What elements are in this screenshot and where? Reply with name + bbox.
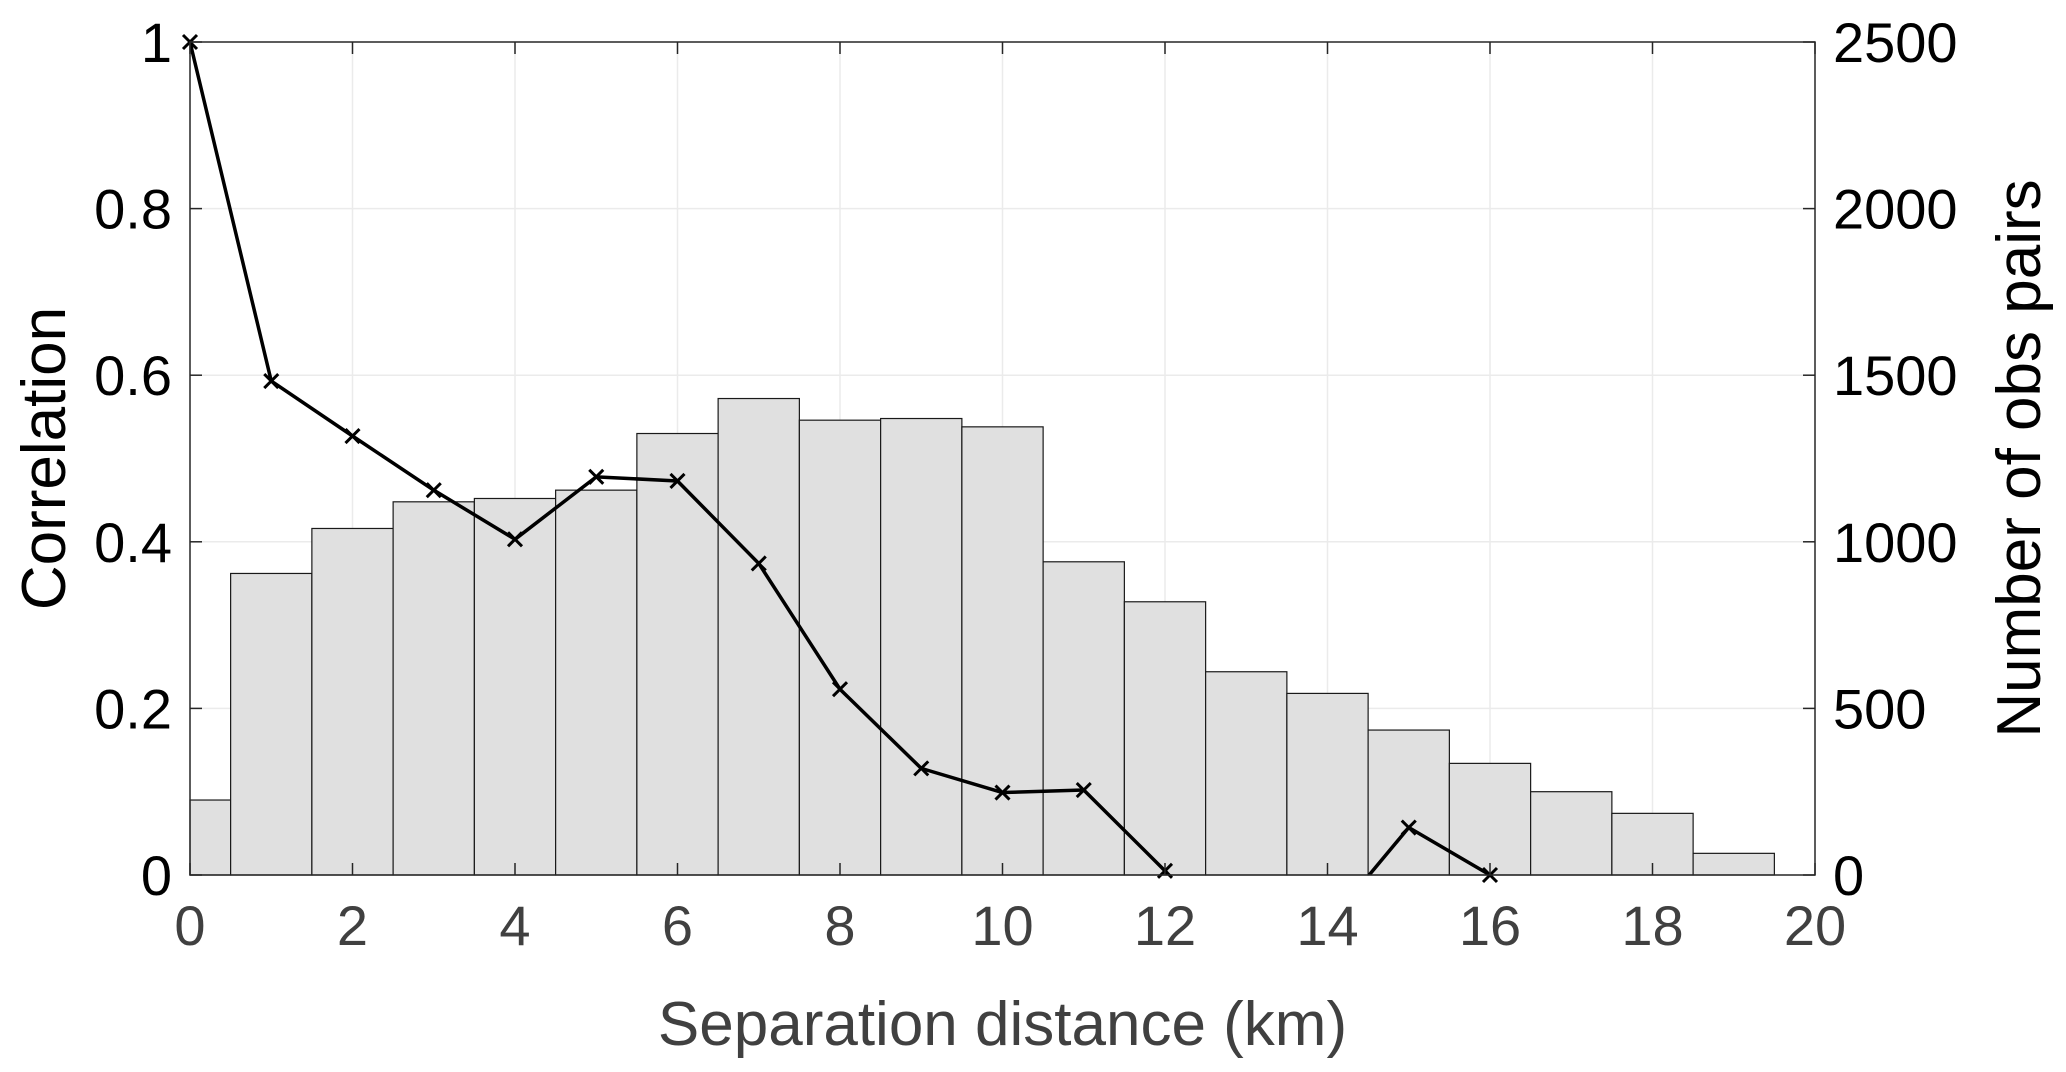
y-right-tick-label: 1500 — [1833, 344, 1958, 407]
correlation-point-marker — [588, 468, 605, 485]
correlation-point-marker — [1400, 819, 1417, 836]
histogram-bar — [1448, 762, 1532, 876]
y-axis-left-label: Correlation — [10, 307, 79, 610]
x-tick-label: 12 — [1134, 894, 1196, 957]
histogram-bar — [189, 799, 232, 876]
y-right-tick-label: 2000 — [1833, 178, 1958, 241]
histogram-bar — [311, 527, 394, 876]
y-right-tick-label: 2500 — [1833, 11, 1958, 74]
x-tick-label: 8 — [824, 894, 855, 957]
histogram-bar — [473, 497, 557, 876]
y-axis-right-label: Number of obs pairs — [1985, 179, 2054, 737]
x-tick-label: 16 — [1459, 894, 1521, 957]
histogram-bar — [1123, 601, 1207, 876]
x-tick-label: 10 — [971, 894, 1033, 957]
histogram-bar — [555, 489, 638, 876]
correlation-point-marker — [263, 372, 280, 390]
y-left-tick-label: 0.8 — [94, 178, 172, 241]
histogram-bar — [1286, 692, 1369, 876]
histogram-bar — [1042, 561, 1125, 876]
histogram-bar — [880, 417, 963, 876]
correlation-point-marker — [425, 482, 442, 499]
correlation-point-marker — [669, 472, 686, 490]
x-tick-label: 14 — [1296, 894, 1358, 957]
histogram-bar — [1530, 791, 1613, 876]
histogram-bar — [1692, 852, 1775, 876]
histogram-bar — [1367, 729, 1450, 876]
histogram-bar — [1205, 671, 1288, 876]
correlation-point-marker — [1075, 781, 1092, 799]
x-axis-label: Separation distance (km) — [658, 990, 1347, 1059]
correlation-point-marker — [506, 531, 524, 548]
x-tick-label: 6 — [662, 894, 693, 957]
correlation-series — [181, 33, 1499, 884]
histogram-bar — [717, 397, 800, 876]
x-tick-label: 18 — [1621, 894, 1683, 957]
histogram-bar — [636, 432, 719, 876]
x-tick-label: 4 — [499, 894, 530, 957]
histogram-bars — [189, 397, 1775, 876]
tick-marks — [189, 41, 1816, 876]
tick-labels: 0 2 4 6 8 10 12 14 16 18 2000.20.40.60.81050010001… — [94, 11, 1957, 957]
y-left-tick-label: 1 — [141, 11, 172, 74]
histogram-bar — [230, 572, 313, 876]
correlation-point-marker — [344, 427, 361, 445]
y-left-tick-label: 0 — [141, 844, 172, 907]
correlation-point-marker — [913, 760, 930, 777]
x-tick-label: 0 — [174, 894, 205, 957]
y-left-tick-label: 0.6 — [94, 344, 172, 407]
y-right-tick-label: 1000 — [1833, 511, 1958, 574]
correlation-point-marker — [750, 555, 767, 572]
y-left-tick-label: 0.4 — [94, 511, 172, 574]
histogram-bar — [392, 501, 475, 876]
histogram-bar — [961, 426, 1044, 876]
x-tick-label: 20 — [1784, 894, 1846, 957]
y-right-tick-label: 0 — [1833, 844, 1864, 907]
y-right-tick-label: 500 — [1833, 677, 1926, 740]
y-left-tick-label: 0.2 — [94, 677, 172, 740]
x-tick-label: 2 — [337, 894, 368, 957]
correlation-point-marker — [831, 681, 849, 698]
correlation-point-marker — [994, 784, 1011, 801]
